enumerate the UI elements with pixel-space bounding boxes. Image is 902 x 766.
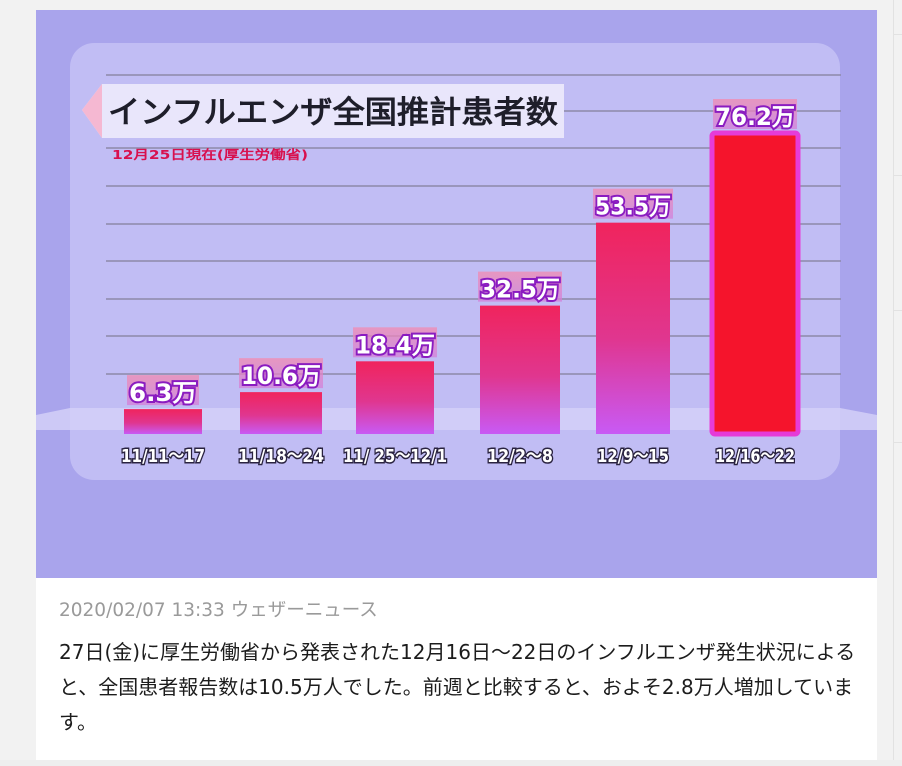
bar [356,361,434,434]
post-timestamp: 2020/02/07 13:33 [59,600,225,621]
data-label: 32.5万 [480,276,560,304]
title-banner-arrow [82,84,102,138]
category-label: 12/2～8 [487,446,553,467]
sidebar-divider-tick [893,442,902,443]
sidebar-divider-tick [893,310,902,311]
bar [480,305,560,434]
sidebar-divider-tick [893,34,902,35]
article-body: 27日(金)に厚生労働省から発表された12月16日～22日のインフルエンザ発生状… [59,640,856,734]
title-banner [82,84,564,138]
data-label: 53.5万 [595,193,671,221]
sidebar-divider-tick [893,175,902,176]
data-label-background [713,99,797,129]
post-source[interactable]: ウェザーニュース [230,600,378,621]
data-label-background [239,358,323,389]
category-labels: 11/11～17 11/18～24 11/ 25～12/1 12/2～8 12/9～15… [120,445,797,469]
category-label: 11/18～24 [238,446,324,467]
data-label-background [478,271,562,302]
bar [596,222,670,434]
data-label: 6.3万 [129,379,197,407]
data-label: 76.2万 [715,103,795,131]
data-label-background [353,327,437,358]
bar-series [124,130,801,437]
data-label-background [593,188,673,219]
sidebar-divider [893,0,894,766]
data-label-background [127,375,199,406]
chart-subtitle: 12月25日現在(厚生労働省) [112,147,308,162]
influenza-chart-image[interactable]: インフルエンザ全国推計患者数 12月25日現在(厚生労働省) 6.3万 10.6万… [36,10,877,578]
page-footer-band [0,760,902,766]
chart-title: インフルエンザ全国推計患者数 [108,95,558,131]
bar [124,409,202,434]
data-labels: 6.3万 10.6万 18.4万 32.5万 53.5万 76.2万 [127,99,797,409]
category-label: 12/16～22 [715,446,795,467]
post-meta: 2020/02/07 13:33 ウェザーニュース [59,596,378,622]
category-label: 11/ 25～12/1 [343,446,447,467]
bar [240,392,322,434]
data-label: 18.4万 [355,331,435,359]
bar-highlight [709,130,801,437]
category-label: 12/9～15 [597,446,669,467]
data-label: 10.6万 [241,362,321,390]
category-label: 11/11～17 [121,446,205,467]
